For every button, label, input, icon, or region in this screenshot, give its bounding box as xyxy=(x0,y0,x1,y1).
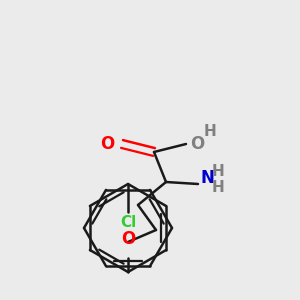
Text: Cl: Cl xyxy=(120,215,136,230)
Text: N: N xyxy=(200,169,214,187)
Text: H: H xyxy=(212,164,225,179)
Text: O: O xyxy=(121,230,135,248)
Text: H: H xyxy=(204,124,217,140)
Text: O: O xyxy=(190,135,204,153)
Text: O: O xyxy=(100,135,114,153)
Text: H: H xyxy=(212,181,225,196)
